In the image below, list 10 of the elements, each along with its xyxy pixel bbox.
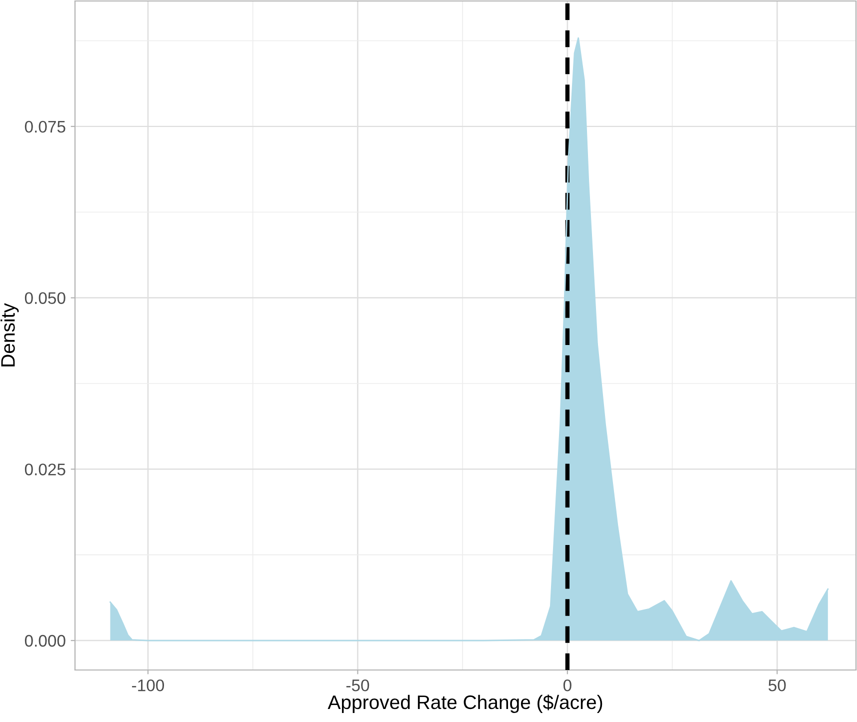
y-tick-label: 0.000 — [24, 634, 66, 647]
y-tick-label: 0.050 — [24, 292, 66, 304]
x-tick-label: -50 — [346, 679, 370, 692]
y-axis-title: Density — [0, 303, 19, 366]
x-tick-label: 0 — [563, 679, 572, 692]
x-axis-title: Approved Rate Change ($/acre) — [328, 694, 602, 713]
y-tick-label: 0.075 — [24, 120, 66, 133]
x-tick-label: 50 — [768, 679, 786, 692]
x-tick-label: -100 — [132, 679, 164, 692]
y-tick-label: 0.025 — [24, 464, 66, 476]
